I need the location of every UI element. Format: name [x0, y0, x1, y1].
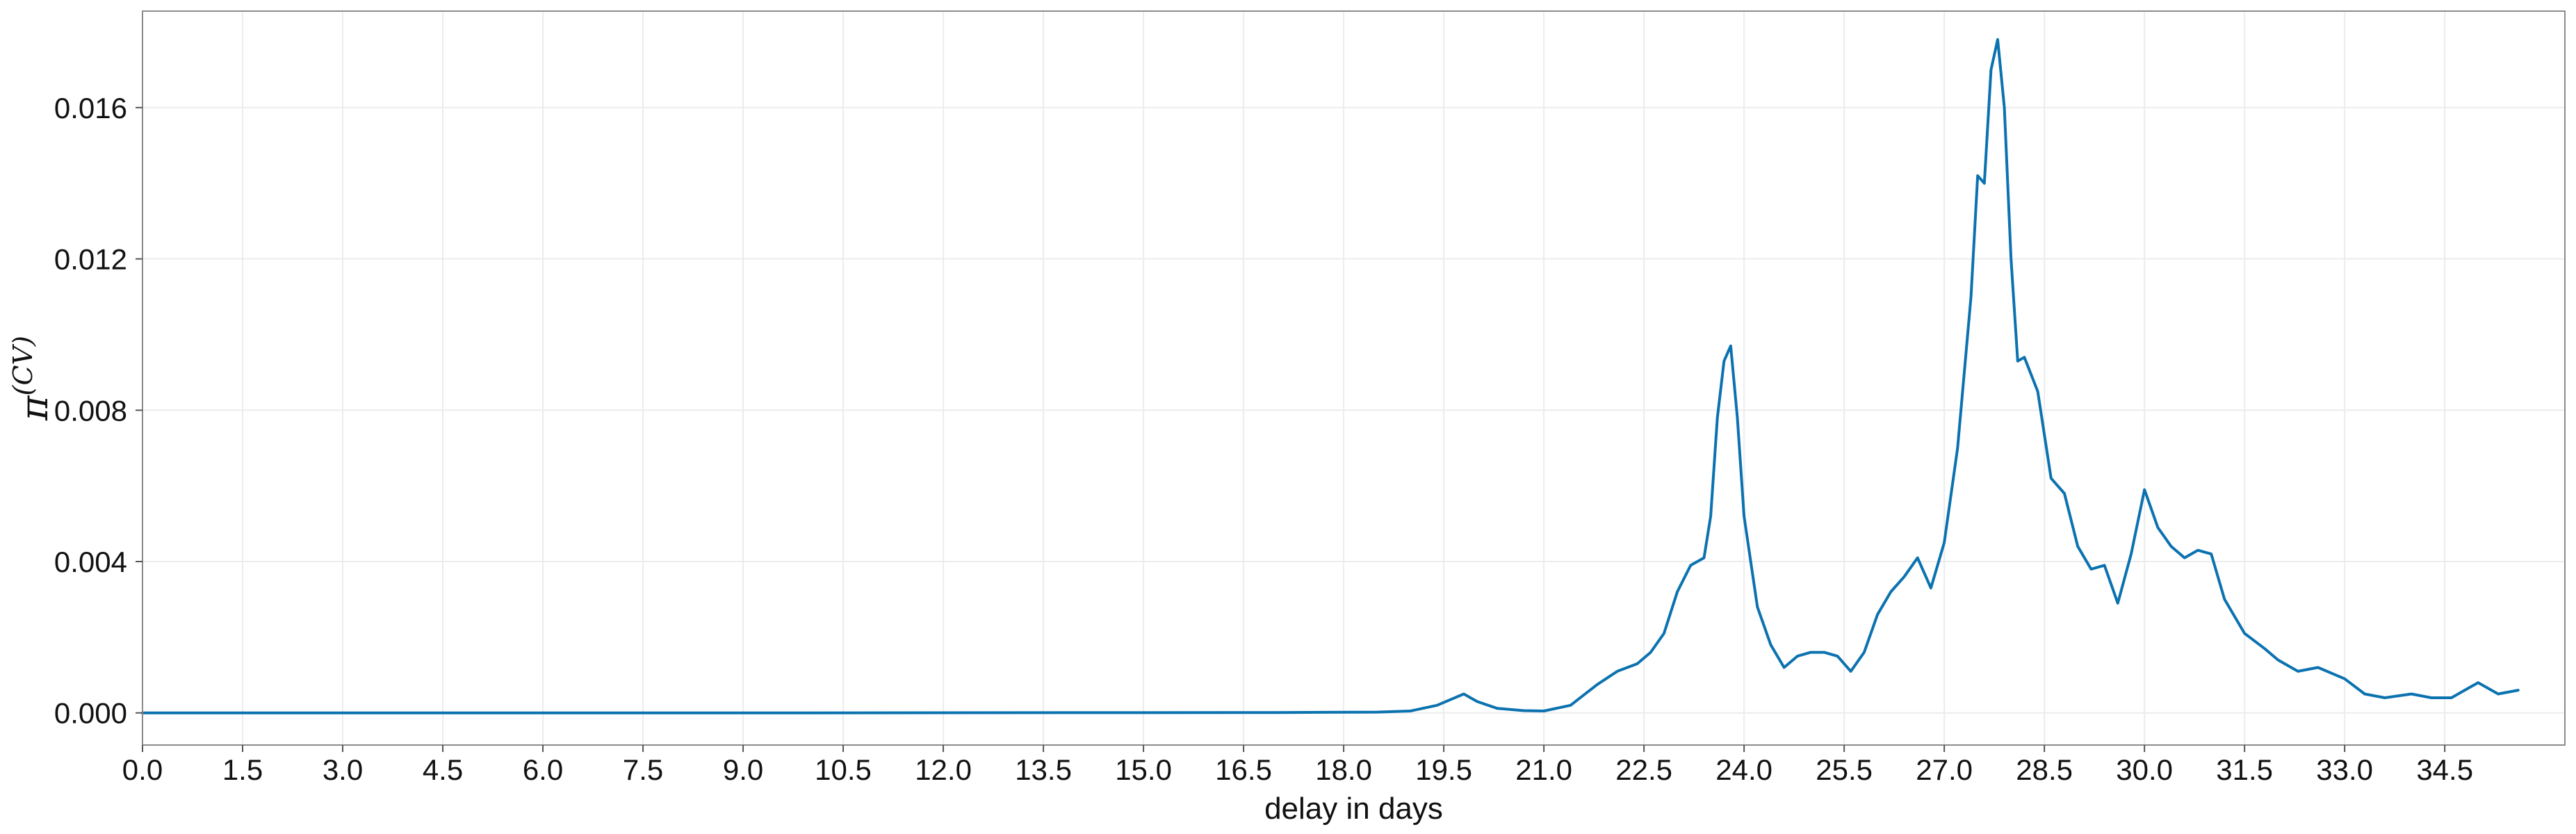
- x-tick-label: 9.0: [723, 753, 763, 786]
- x-tick-label: 13.5: [1015, 753, 1072, 786]
- x-tick-label: 22.5: [1615, 753, 1672, 786]
- x-tick-label: 3.0: [323, 753, 363, 786]
- y-tick-label: 0.000: [54, 697, 127, 730]
- x-tick-label: 28.5: [2016, 753, 2073, 786]
- x-tick-label: 6.0: [523, 753, 563, 786]
- y-tick-label: 0.016: [54, 92, 127, 124]
- y-tick-label: 0.012: [54, 243, 127, 276]
- x-axis-title: delay in days: [1264, 792, 1443, 826]
- y-axis-title-superscript: (CV): [8, 336, 38, 395]
- y-axis-title-base: π: [13, 395, 56, 421]
- x-tick-label: 1.5: [222, 753, 263, 786]
- y-tick-label: 0.008: [54, 394, 127, 427]
- x-tick-label: 33.0: [2316, 753, 2373, 786]
- x-tick-label: 7.5: [623, 753, 663, 786]
- x-tick-label: 12.0: [915, 753, 972, 786]
- x-axis: 0.0 1.5 3.0 4.5 6.0 7.5 9.0 10.5 12.0 13.5 15.0 16.…: [122, 745, 2473, 786]
- x-tick-label: 27.0: [1916, 753, 1973, 786]
- x-tick-label: 25.5: [1816, 753, 1873, 786]
- y-tick-label: 0.004: [54, 546, 127, 578]
- x-tick-label: 10.5: [815, 753, 872, 786]
- series-line: [141, 38, 2520, 714]
- x-tick-label: 34.5: [2416, 753, 2473, 786]
- x-tick-label: 19.5: [1415, 753, 1472, 786]
- x-tick-label: 24.0: [1715, 753, 1772, 786]
- x-tick-label: 30.0: [2116, 753, 2173, 786]
- x-tick-label: 21.0: [1515, 753, 1572, 786]
- plot-frame: [142, 10, 2566, 746]
- y-axis-title: π(CV): [8, 336, 56, 421]
- y-axis: 0.000 0.004 0.008 0.012 0.016: [54, 92, 142, 730]
- grid: [142, 11, 2565, 745]
- series-layer: [141, 38, 2520, 714]
- x-tick-label: 18.0: [1315, 753, 1372, 786]
- x-tick-label: 0.0: [122, 753, 163, 786]
- x-tick-label: 31.5: [2216, 753, 2273, 786]
- x-tick-label: 16.5: [1215, 753, 1272, 786]
- x-tick-label: 4.5: [423, 753, 463, 786]
- x-tick-label: 15.0: [1115, 753, 1172, 786]
